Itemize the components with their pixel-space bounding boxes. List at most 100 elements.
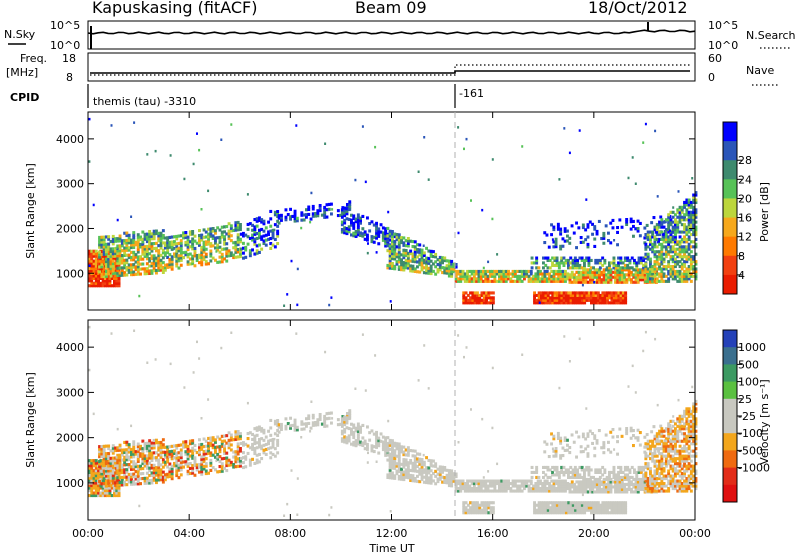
power-cell — [643, 275, 647, 279]
power-cell — [88, 269, 91, 273]
power-cell — [148, 252, 152, 256]
power-cell — [225, 254, 229, 258]
power-cell — [556, 222, 560, 226]
velocity-cell — [436, 467, 440, 471]
velocity-cell — [161, 470, 165, 474]
velocity-cell — [388, 473, 392, 477]
velocity-cell — [379, 432, 383, 436]
power-cell — [120, 271, 124, 275]
velocity-cell — [239, 449, 242, 453]
power-cell — [617, 298, 621, 302]
velocity-cell — [214, 448, 217, 452]
velocity-cell — [352, 443, 356, 447]
power-cell — [589, 268, 592, 272]
velocity-cell — [293, 421, 297, 425]
velocity-cell — [402, 458, 406, 462]
power-cell — [163, 236, 167, 240]
power-cell — [155, 249, 158, 253]
power-cell — [356, 215, 360, 219]
velocity-cell — [98, 447, 101, 451]
power-cell — [102, 247, 106, 251]
power-cell — [566, 277, 570, 281]
power-cell — [104, 262, 108, 266]
power-cell — [117, 264, 121, 268]
power-cell — [489, 301, 493, 305]
velocity-cell — [207, 451, 210, 455]
velocity-cell — [177, 463, 181, 467]
power-cell — [653, 255, 657, 259]
power-cell — [182, 251, 185, 255]
velocity-cell — [200, 467, 204, 471]
power-cell — [88, 160, 91, 163]
velocity-cell — [612, 475, 616, 479]
power-cell — [536, 279, 540, 283]
velocity-cell — [614, 490, 617, 494]
power-cell — [614, 275, 617, 279]
velocity-cell — [409, 473, 413, 477]
velocity-cell — [400, 445, 403, 449]
velocity-cell — [545, 482, 549, 486]
power-cell — [397, 267, 401, 271]
velocity-cell — [475, 482, 479, 486]
velocity-cell — [150, 446, 154, 450]
power-cell — [473, 293, 477, 297]
power-cell — [544, 301, 548, 305]
power-cell — [177, 246, 181, 250]
power-cell — [523, 277, 526, 281]
velocity-cell — [612, 470, 616, 474]
velocity-cell — [568, 482, 572, 486]
velocity-cell — [166, 472, 170, 476]
power-cell — [570, 273, 574, 277]
velocity-cell — [276, 441, 280, 445]
velocity-cell — [602, 482, 606, 486]
power-cell — [284, 208, 288, 212]
power-cell — [518, 279, 522, 283]
velocity-cell — [236, 430, 240, 434]
velocity-cell — [461, 482, 465, 486]
velocity-cell — [152, 471, 156, 475]
power-cell — [127, 236, 131, 240]
power-cell — [305, 208, 308, 212]
velocity-cell — [386, 453, 390, 457]
power-cell — [127, 246, 131, 250]
power-cell — [366, 216, 369, 220]
power-cell — [391, 234, 394, 238]
power-cell — [347, 227, 351, 231]
power-cell — [677, 190, 680, 193]
power-cell — [307, 212, 311, 216]
nsearch-tick-bottom: 10^0 — [708, 39, 738, 52]
power-cell — [685, 277, 689, 281]
velocity-cell — [262, 428, 266, 432]
velocity-cell — [209, 441, 213, 445]
power-cell — [537, 293, 541, 297]
power-cell — [660, 262, 664, 266]
velocity-cell — [404, 460, 408, 464]
velocity-cell — [246, 451, 250, 455]
power-cell — [552, 279, 556, 283]
power-cell — [611, 275, 615, 279]
velocity-cell — [101, 491, 105, 495]
power-cell — [543, 269, 547, 273]
power-cell — [107, 259, 111, 263]
velocity-cell — [92, 464, 96, 468]
power-cell — [418, 258, 422, 262]
power-cell — [168, 245, 172, 249]
power-cell — [159, 241, 163, 245]
power-cell — [116, 254, 120, 258]
velocity-cell — [280, 427, 283, 431]
velocity-cell — [646, 479, 650, 483]
velocity-cell — [532, 484, 535, 488]
power-cell — [662, 272, 666, 276]
power-cell — [218, 235, 222, 239]
power-cell — [678, 265, 682, 269]
power-cell — [130, 250, 133, 254]
velocity-cell — [295, 428, 299, 432]
power-cell — [625, 268, 629, 272]
velocity-cell — [175, 466, 179, 470]
velocity-cell — [214, 455, 217, 459]
velocity-cell — [136, 469, 140, 473]
velocity-cell — [470, 489, 474, 493]
power-cell — [148, 239, 152, 243]
power-cell — [148, 242, 152, 246]
power-cell — [356, 218, 360, 222]
